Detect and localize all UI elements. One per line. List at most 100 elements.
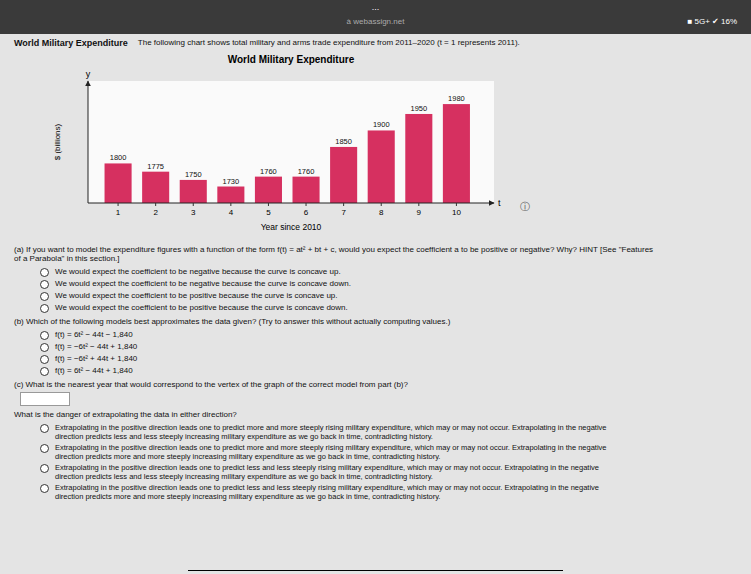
x-axis-arrow-label: t [498, 198, 501, 208]
option[interactable]: Extrapolating in the positive direction … [40, 423, 737, 441]
chart-title: World Military Expenditure [228, 54, 355, 65]
x-tick [456, 203, 457, 206]
answer-box[interactable] [20, 392, 70, 406]
part-b-text: (b) Which of the following models best a… [14, 317, 737, 327]
radio-button[interactable] [40, 343, 49, 352]
radio-button[interactable] [40, 424, 49, 433]
x-tick-label: 8 [379, 208, 384, 217]
x-tick [230, 203, 231, 206]
option-text: We would expect the coefficient to be po… [55, 303, 348, 313]
part-a-text: (a) If you want to model the expenditure… [14, 245, 737, 264]
radio-button[interactable] [40, 268, 49, 277]
option-text: f(t) = 6t² − 44t − 1,840 [55, 330, 133, 340]
data-label: 1760 [298, 166, 315, 175]
x-tick-label: 10 [452, 208, 461, 217]
header-title: World Military Expenditure [14, 38, 128, 49]
y-axis-arrow-label: y [86, 69, 91, 79]
y-axis [88, 81, 89, 203]
main-content: World Military Expenditure The following … [0, 34, 751, 501]
browser-url: à webassign.net [0, 17, 751, 27]
radio-button[interactable] [40, 280, 49, 289]
option[interactable]: We would expect the coefficient to be po… [40, 291, 737, 301]
radio-button[interactable] [40, 304, 49, 313]
radio-button[interactable] [40, 484, 49, 493]
data-label: 1760 [260, 166, 277, 175]
info-icon: ⓘ [520, 201, 530, 213]
data-label: 1900 [373, 120, 390, 129]
option-text: We would expect the coefficient to be ne… [55, 279, 351, 289]
bottom-rule [188, 570, 564, 571]
x-tick-label: 5 [266, 208, 271, 217]
option[interactable]: f(t) = −6t² − 44t + 1,840 [40, 342, 737, 352]
option[interactable]: We would expect the coefficient to be po… [40, 303, 737, 313]
header-text: The following chart shows total military… [138, 38, 520, 49]
x-tick-label: 6 [304, 208, 309, 217]
x-tick [155, 203, 156, 206]
bar-chart: 1800 1775 1750 1730 1760 1760 1850 1900 1950 1980… [44, 51, 514, 241]
x-tick [306, 203, 307, 206]
option-text: f(t) = 6t² − 44t + 1,840 [55, 366, 133, 376]
bars [105, 104, 470, 203]
bar [293, 176, 320, 202]
chart-wrap: 1800 1775 1750 1730 1760 1760 1850 1900 1950 1980… [44, 51, 737, 241]
data-label: 1850 [335, 137, 352, 146]
x-tick [343, 203, 344, 206]
browser-bar: ... à webassign.net■ 5G+ ✔ 16% [0, 0, 751, 34]
x-tick-label: 7 [341, 208, 346, 217]
y-axis-label: $ (billions) [53, 123, 62, 160]
header: World Military Expenditure The following … [14, 38, 737, 49]
option[interactable]: Extrapolating in the positive direction … [40, 483, 737, 501]
data-label: 1980 [448, 94, 465, 103]
radio-button[interactable] [40, 292, 49, 301]
option-text: We would expect the coefficient to be po… [55, 291, 338, 301]
x-tick-label: 1 [116, 208, 121, 217]
option[interactable]: f(t) = −6t² + 44t + 1,840 [40, 354, 737, 364]
option-text: We would expect the coefficient to be ne… [55, 267, 341, 277]
option[interactable]: Extrapolating in the positive direction … [40, 443, 737, 461]
option[interactable]: f(t) = 6t² − 44t + 1,840 [40, 366, 737, 376]
x-tick [193, 203, 194, 206]
browser-menu: ... [0, 2, 751, 13]
bar [180, 180, 207, 203]
x-tick [381, 203, 382, 206]
option[interactable]: Extrapolating in the positive direction … [40, 463, 737, 481]
data-label: 1775 [147, 161, 164, 170]
radio-button[interactable] [40, 331, 49, 340]
options: f(t) = 6t² − 44t − 1,840 f(t) = −6t² − 44… [40, 330, 737, 376]
x-tick-label: 4 [229, 208, 234, 217]
option[interactable]: We would expect the coefficient to be ne… [40, 279, 737, 289]
bar [443, 104, 470, 203]
option-text: Extrapolating in the positive direction … [55, 443, 607, 461]
signal-text: ■ 5G+ ✔ 16% [687, 17, 737, 27]
radio-button[interactable] [40, 444, 49, 453]
x-axis [88, 202, 494, 203]
x-tick-label: 2 [153, 208, 158, 217]
part-c-text: (c) What is the nearest year that would … [14, 380, 737, 390]
bar [330, 147, 357, 203]
plot-background [88, 81, 494, 203]
radio-button[interactable] [40, 367, 49, 376]
x-tick [268, 203, 269, 206]
radio-button[interactable] [40, 464, 49, 473]
options: We would expect the coefficient to be ne… [40, 267, 737, 313]
bar [105, 163, 132, 203]
x-tick-label: 9 [417, 208, 422, 217]
data-label: 1730 [223, 176, 240, 185]
data-label: 1950 [410, 104, 427, 113]
option[interactable]: We would expect the coefficient to be ne… [40, 267, 737, 277]
x-axis-label: Year since 2010 [261, 222, 322, 232]
x-tick [418, 203, 419, 206]
option-text: f(t) = −6t² − 44t + 1,840 [55, 342, 137, 352]
bar [142, 171, 169, 202]
x-tick [118, 203, 119, 206]
data-label: 1750 [185, 170, 202, 179]
option-text: Extrapolating in the positive direction … [55, 463, 599, 481]
data-label: 1800 [110, 153, 127, 162]
option-text: Extrapolating in the positive direction … [55, 423, 607, 441]
bar [368, 130, 395, 203]
radio-button[interactable] [40, 355, 49, 364]
x-tick-label: 3 [191, 208, 196, 217]
option-text: f(t) = −6t² + 44t + 1,840 [55, 354, 137, 364]
bar [217, 186, 244, 202]
option[interactable]: f(t) = 6t² − 44t − 1,840 [40, 330, 737, 340]
